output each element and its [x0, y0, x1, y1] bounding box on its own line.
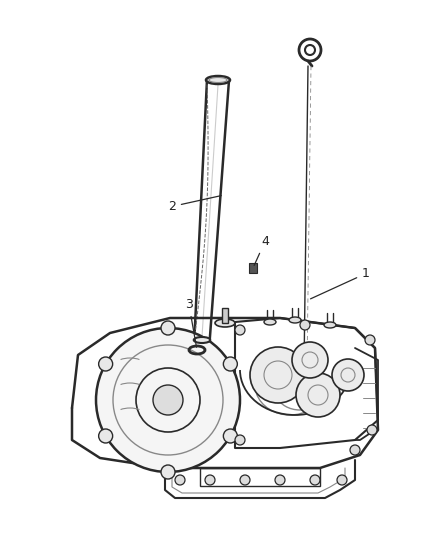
Circle shape — [99, 357, 113, 371]
Circle shape — [161, 321, 175, 335]
Circle shape — [300, 320, 310, 330]
Ellipse shape — [324, 322, 336, 328]
Circle shape — [96, 328, 240, 472]
Ellipse shape — [264, 319, 276, 325]
Circle shape — [99, 429, 113, 443]
Circle shape — [235, 435, 245, 445]
Text: 4: 4 — [254, 235, 269, 265]
Text: 3: 3 — [185, 298, 197, 348]
Circle shape — [240, 475, 250, 485]
Circle shape — [292, 342, 328, 378]
FancyBboxPatch shape — [222, 308, 228, 323]
Ellipse shape — [289, 317, 301, 323]
Ellipse shape — [206, 76, 230, 84]
Text: 2: 2 — [168, 196, 221, 213]
Circle shape — [175, 475, 185, 485]
Circle shape — [365, 335, 375, 345]
Circle shape — [296, 373, 340, 417]
Text: 1: 1 — [311, 267, 370, 299]
Circle shape — [223, 429, 237, 443]
Circle shape — [332, 359, 364, 391]
Circle shape — [223, 357, 237, 371]
Circle shape — [161, 465, 175, 479]
FancyBboxPatch shape — [249, 263, 257, 273]
Circle shape — [250, 347, 306, 403]
Circle shape — [310, 475, 320, 485]
Circle shape — [350, 445, 360, 455]
Circle shape — [235, 325, 245, 335]
Ellipse shape — [194, 337, 210, 343]
Circle shape — [275, 475, 285, 485]
Ellipse shape — [215, 319, 235, 327]
Circle shape — [205, 475, 215, 485]
Circle shape — [153, 385, 183, 415]
Circle shape — [337, 475, 347, 485]
Circle shape — [367, 425, 377, 435]
